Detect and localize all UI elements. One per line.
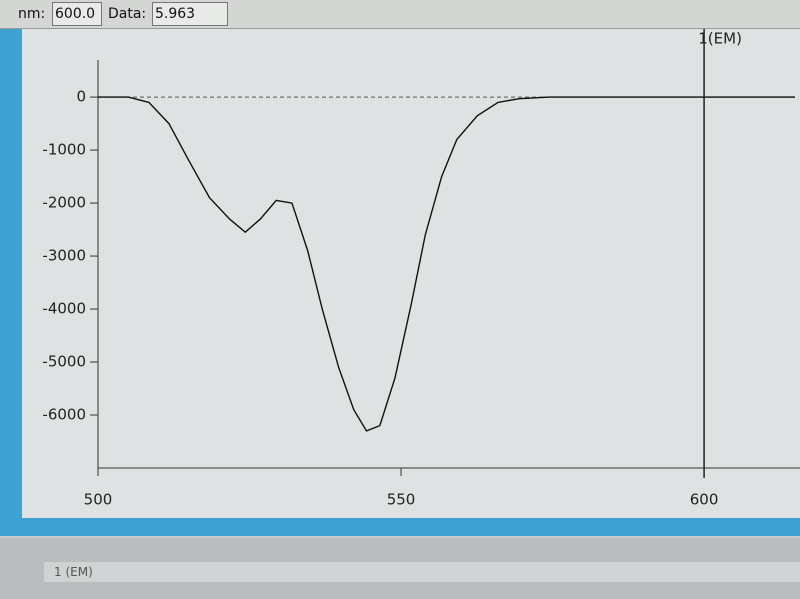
y-tick-label: -6000 [42, 406, 86, 424]
series-label: 1(EM) [698, 30, 742, 48]
data-field[interactable]: 5.963 [152, 2, 228, 26]
nm-label: nm: [18, 6, 46, 22]
y-tick-label: -3000 [42, 247, 86, 265]
y-tick-label: -5000 [42, 353, 86, 371]
toolbar: nm: 600.0 Data: 5.963 [0, 0, 800, 29]
y-tick-label: -1000 [42, 141, 86, 159]
panel-title: 1 (EM) [44, 562, 800, 582]
y-tick-label: -2000 [42, 194, 86, 212]
x-tick-label: 550 [387, 491, 416, 509]
bottom-panel: 1 (EM) [0, 538, 800, 599]
window-border [0, 29, 22, 529]
window-border [0, 518, 800, 536]
chart: 0 -1000 -2000 -3000 -4000 -5000 -6000 500 550 600… [22, 29, 800, 518]
y-tick-label: -4000 [42, 300, 86, 318]
y-tick-label: 0 [76, 88, 86, 106]
spectrum-line [98, 96, 795, 432]
x-tick-label: 600 [690, 491, 719, 509]
nm-field[interactable]: 600.0 [52, 2, 102, 26]
data-label: Data: [108, 6, 147, 22]
x-tick-label: 500 [84, 491, 113, 509]
